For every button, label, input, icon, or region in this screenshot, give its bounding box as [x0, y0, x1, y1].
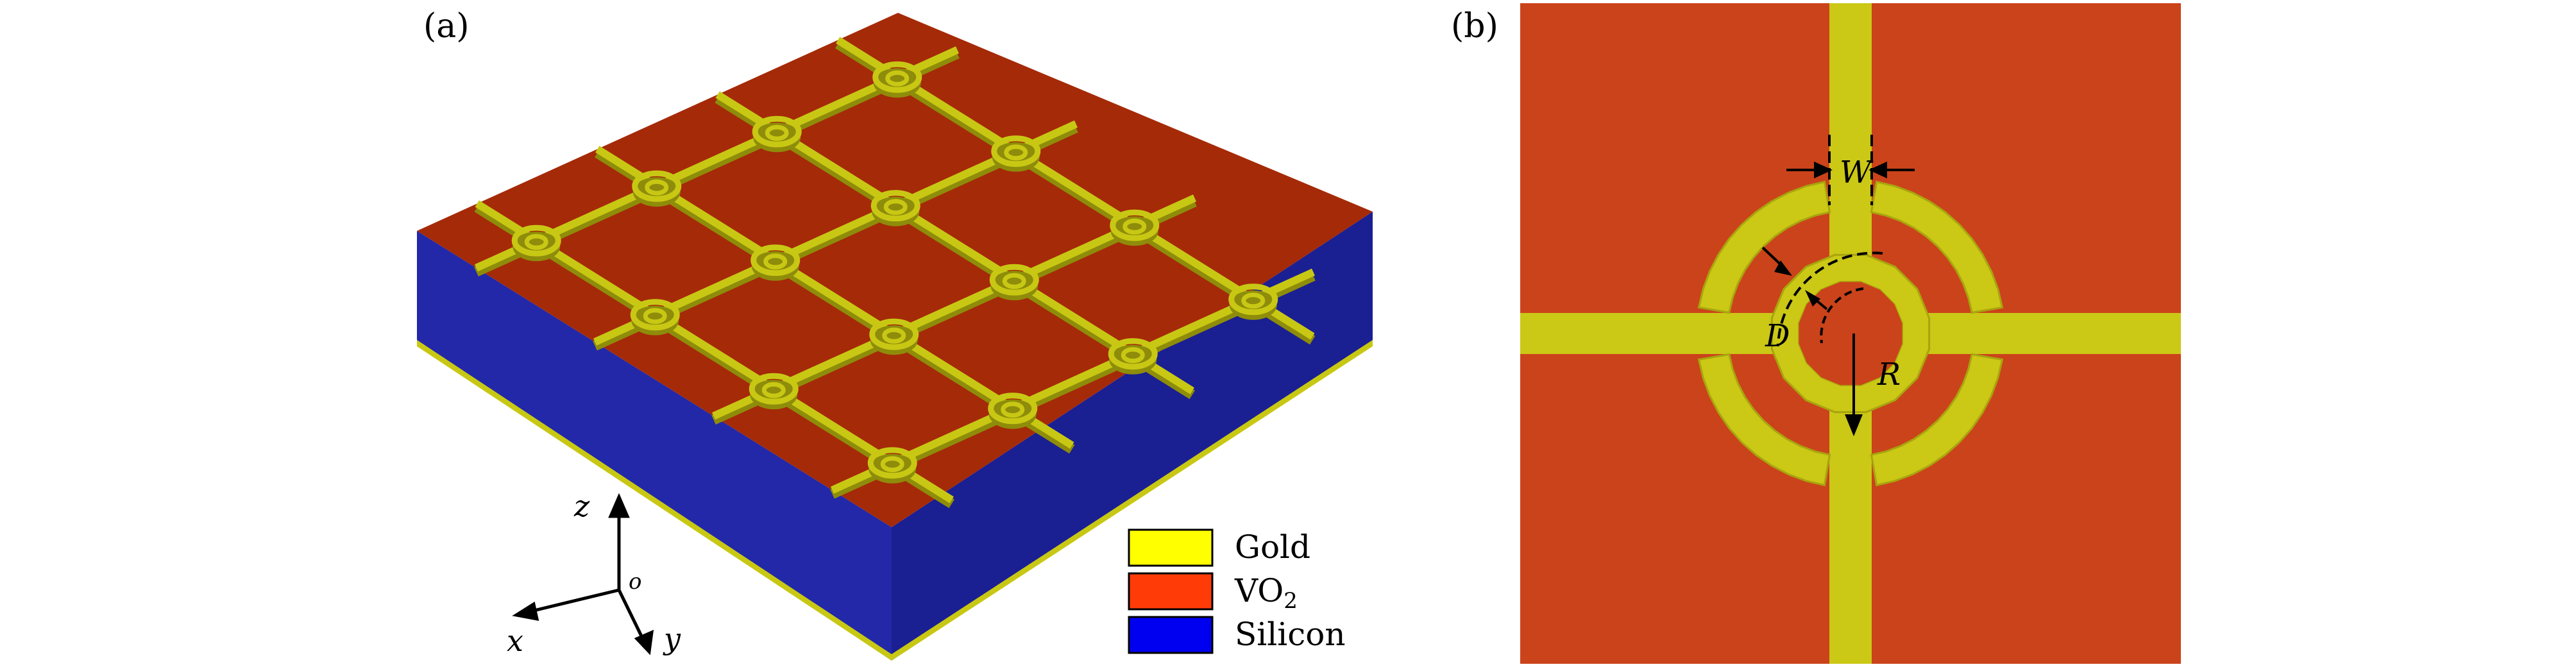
inner-hole-4 — [651, 185, 662, 190]
outer-ring-segment-top-left — [1697, 180, 1831, 314]
inner-hole-0 — [531, 239, 542, 245]
inner-hole-10 — [1009, 278, 1020, 284]
d-arrow-outer-head — [1774, 260, 1792, 276]
panel-a-label: (a) — [423, 7, 470, 46]
inner-ring-12 — [885, 70, 910, 87]
silicon-left-face — [417, 231, 892, 661]
outer-ring-9 — [870, 190, 920, 222]
outer-ring-1 — [630, 299, 680, 331]
panel-b-unit-cell-top-view: (b) W D — [1411, 0, 2576, 667]
legend-label-vo2: VO2 — [1234, 572, 1298, 614]
material-legend: Gold VO2 Silicon — [1128, 528, 1346, 654]
outer-ring-14 — [1110, 209, 1160, 241]
inner-ring-11 — [1121, 347, 1145, 364]
inner-hole-7 — [1007, 407, 1018, 412]
inner-ring-4 — [645, 179, 669, 196]
inner-ring-2 — [761, 382, 786, 398]
outer-ring-13 — [991, 135, 1041, 167]
coordinate-axes — [512, 493, 654, 655]
radius-label: R — [1877, 357, 1901, 393]
panel-a-3d-metasurface: (a) z x y o Gold VO2 — [417, 7, 1373, 661]
y-axis-label: y — [663, 621, 681, 656]
width-label: W — [1840, 155, 1874, 190]
unit-cell-diagram: (b) W D — [1451, 3, 2181, 664]
outer-ring-11 — [1108, 338, 1158, 370]
legend-swatch-silicon — [1128, 616, 1214, 654]
inner-hole-8 — [772, 130, 783, 136]
inner-ring-13 — [1004, 144, 1028, 161]
outer-ring-10 — [989, 264, 1039, 296]
vo2-top-face — [417, 13, 1373, 527]
r-arrow-head — [1845, 414, 1863, 437]
z-axis-label: z — [573, 489, 590, 523]
inner-hole-2 — [768, 387, 779, 393]
legend-label-silicon: Silicon — [1235, 616, 1346, 653]
outer-ring-7 — [988, 393, 1038, 425]
inner-hole-9 — [890, 204, 901, 210]
inner-hole-5 — [770, 258, 781, 264]
legend-swatch-gold — [1128, 528, 1214, 567]
d-dashed-inner-arc — [1820, 287, 1864, 344]
inner-hole-6 — [888, 333, 899, 339]
gap-label: D — [1765, 318, 1790, 354]
substrate-slab — [417, 13, 1373, 661]
outer-ring-8 — [752, 115, 802, 148]
inner-hole-11 — [1128, 352, 1139, 358]
legend-label-gold: Gold — [1235, 528, 1310, 566]
inner-hole-15 — [1248, 298, 1258, 303]
outer-ring-5 — [750, 244, 801, 276]
inner-ring-8 — [765, 124, 789, 141]
inner-hole-13 — [1010, 149, 1021, 155]
inner-ring-0 — [524, 233, 548, 250]
inner-ring-15 — [1241, 292, 1266, 309]
gold-ring-lattice — [474, 37, 1316, 509]
legend-swatch-vo2 — [1128, 572, 1214, 611]
inner-ring-1 — [643, 308, 667, 325]
gold-bottom-edge-left — [417, 340, 892, 661]
inner-ring-3 — [880, 456, 904, 473]
outer-ring-segment-bottom-left — [1697, 353, 1831, 487]
inner-ring-7 — [1001, 401, 1025, 418]
w-arrow-right-head — [1868, 161, 1887, 179]
outer-ring-0 — [511, 224, 561, 257]
inner-ring-5 — [763, 253, 788, 270]
radius-annotation — [1845, 334, 1863, 437]
outer-ring-15 — [1228, 283, 1278, 316]
panel-b-label: (b) — [1451, 7, 1498, 46]
inner-hole-3 — [887, 461, 898, 467]
y-axis-line — [617, 589, 647, 644]
inner-hole-14 — [1129, 224, 1140, 230]
inner-hole-1 — [650, 313, 661, 319]
inner-ring-9 — [883, 199, 908, 215]
d-dashed-outer-arc — [1777, 251, 1883, 347]
width-annotation — [1786, 135, 1915, 205]
outer-ring-3 — [867, 447, 917, 479]
metasurface-3d-view: (a) z x y o Gold VO2 — [417, 7, 1373, 661]
inner-hole-12 — [892, 76, 902, 81]
x-axis-line — [525, 588, 620, 614]
outer-ring-12 — [872, 61, 922, 93]
outer-ring-segment-top-right — [1870, 180, 2004, 314]
y-axis-arrowhead — [634, 629, 654, 655]
d-arrowheads — [1774, 260, 1820, 307]
w-arrow-left-head — [1814, 161, 1833, 179]
d-arrow-inner-head — [1805, 290, 1820, 307]
silicon-right-face — [892, 212, 1373, 661]
origin-label: o — [629, 569, 641, 595]
gold-bottom-edge-right — [892, 340, 1373, 661]
inner-ring-6 — [882, 327, 906, 344]
x-axis-arrowhead — [512, 601, 539, 621]
outer-ring-4 — [632, 170, 682, 202]
outer-ring-6 — [869, 318, 919, 350]
outer-ring-2 — [749, 373, 799, 405]
z-axis-arrowhead — [608, 493, 630, 518]
outer-ring-segment-bottom-right — [1870, 353, 2004, 487]
inner-ring-14 — [1123, 218, 1147, 235]
inner-ring-10 — [1002, 273, 1026, 289]
x-axis-label: x — [507, 623, 523, 658]
